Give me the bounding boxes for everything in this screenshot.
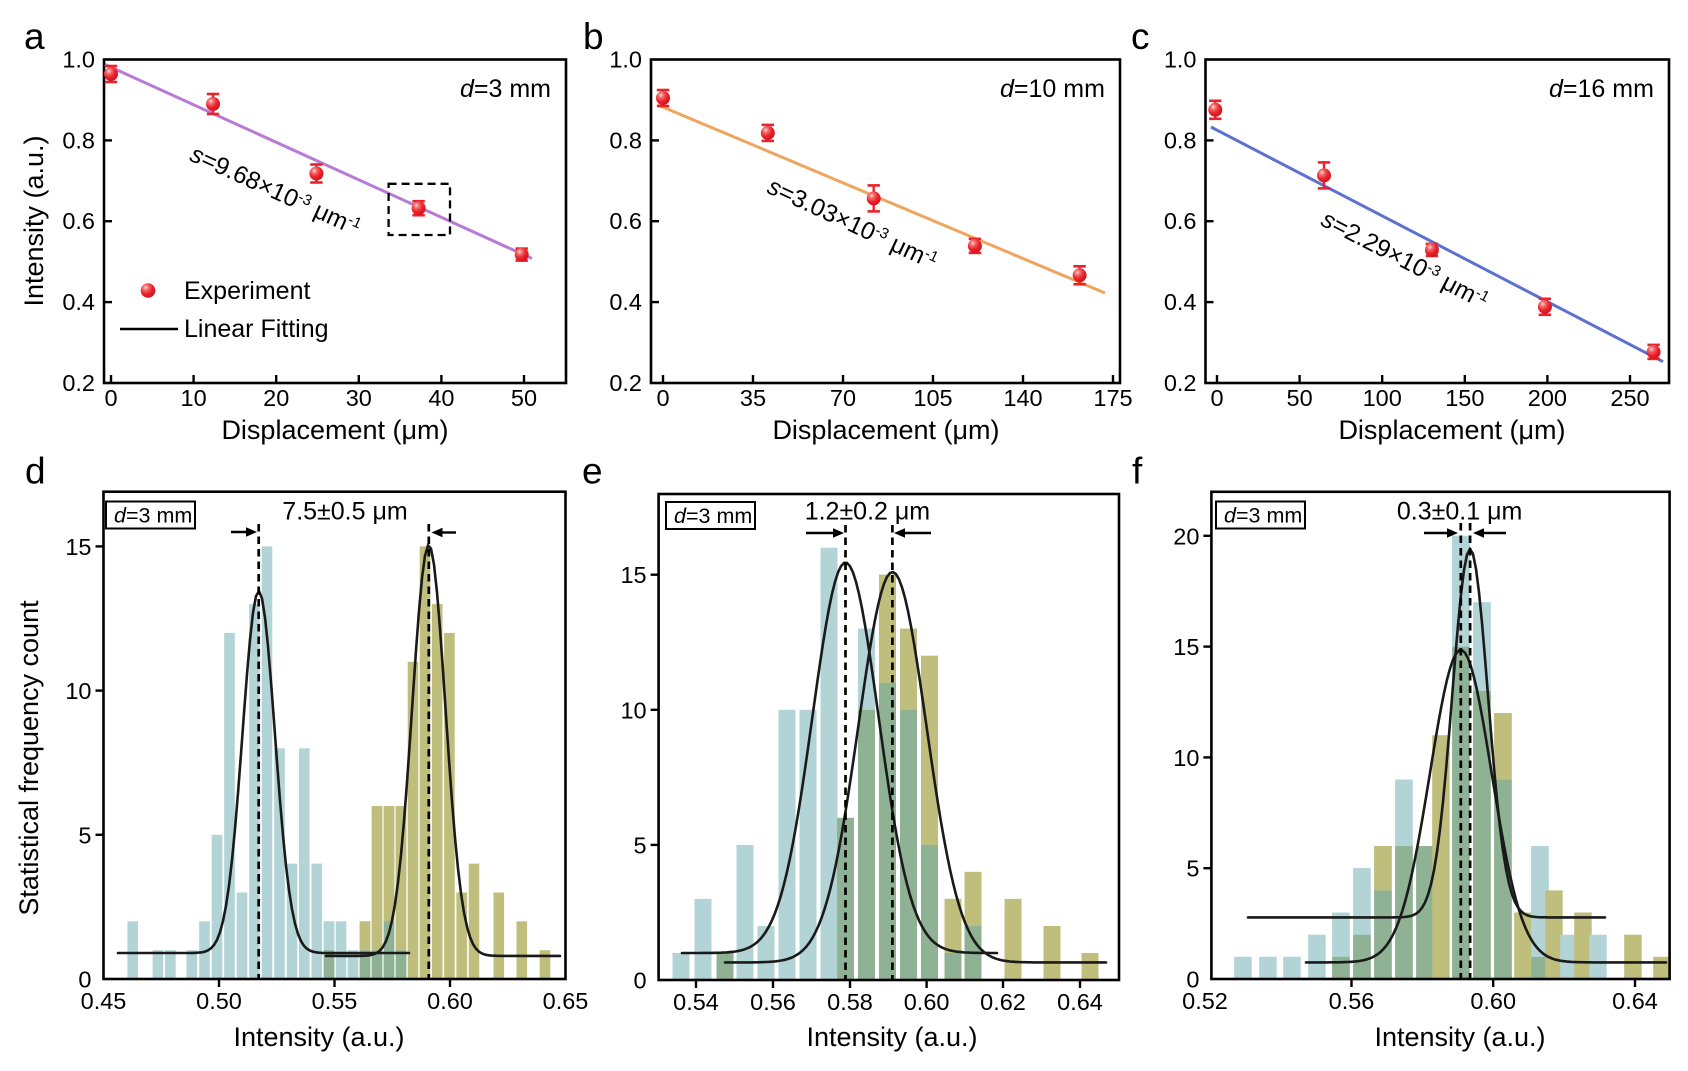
- svg-text:0.52: 0.52: [1182, 988, 1228, 1014]
- svg-text:50: 50: [1287, 385, 1313, 411]
- svg-text:0.55: 0.55: [312, 988, 358, 1014]
- svg-text:1.2±0.2 μm: 1.2±0.2 μm: [805, 498, 930, 526]
- svg-text:0.60: 0.60: [1470, 988, 1516, 1014]
- svg-text:Intensity (a.u.): Intensity (a.u.): [1374, 1022, 1545, 1052]
- svg-text:d=3 mm: d=3 mm: [1224, 504, 1302, 528]
- svg-text:0.64: 0.64: [1057, 989, 1103, 1015]
- svg-text:Experiment: Experiment: [184, 277, 310, 305]
- svg-text:1.0: 1.0: [62, 47, 95, 73]
- svg-text:10: 10: [181, 385, 207, 411]
- svg-text:Intensity (a.u.): Intensity (a.u.): [806, 1022, 977, 1052]
- svg-text:0.8: 0.8: [62, 127, 95, 153]
- svg-text:0.58: 0.58: [827, 989, 873, 1015]
- svg-text:d=3 mm: d=3 mm: [674, 504, 752, 528]
- svg-text:0.60: 0.60: [904, 989, 950, 1015]
- svg-text:Displacement (μm): Displacement (μm): [772, 415, 999, 445]
- svg-text:d: d: [25, 451, 46, 492]
- svg-text:s=9.68×10-3 μm-1: s=9.68×10-3 μm-1: [186, 141, 364, 242]
- svg-text:15: 15: [1173, 634, 1199, 660]
- svg-text:0.6: 0.6: [1164, 208, 1197, 234]
- svg-text:d=10 mm: d=10 mm: [1000, 75, 1105, 103]
- svg-text:0.65: 0.65: [543, 988, 589, 1014]
- svg-text:0.4: 0.4: [62, 289, 95, 315]
- svg-text:20: 20: [1173, 523, 1199, 549]
- svg-text:175: 175: [1093, 385, 1132, 411]
- svg-text:0.60: 0.60: [427, 988, 473, 1014]
- svg-text:70: 70: [830, 385, 856, 411]
- svg-text:30: 30: [346, 385, 372, 411]
- svg-text:s=3.03×10-3 μm-1: s=3.03×10-3 μm-1: [763, 173, 941, 275]
- svg-text:0: 0: [78, 967, 91, 993]
- svg-text:0: 0: [634, 968, 647, 994]
- svg-text:b: b: [583, 16, 604, 57]
- svg-text:0.45: 0.45: [81, 988, 127, 1014]
- svg-text:0.54: 0.54: [673, 989, 719, 1015]
- svg-text:140: 140: [1003, 385, 1042, 411]
- svg-text:0: 0: [1186, 967, 1199, 993]
- svg-text:40: 40: [428, 385, 454, 411]
- svg-text:1.0: 1.0: [609, 47, 642, 73]
- svg-text:0.2: 0.2: [62, 370, 95, 396]
- svg-text:0.2: 0.2: [1164, 370, 1197, 396]
- svg-text:5: 5: [78, 822, 91, 848]
- svg-text:10: 10: [1173, 745, 1199, 771]
- svg-text:e: e: [582, 451, 603, 492]
- svg-text:5: 5: [634, 832, 647, 858]
- svg-text:0.56: 0.56: [750, 989, 796, 1015]
- svg-text:0: 0: [656, 385, 669, 411]
- svg-text:0.56: 0.56: [1329, 988, 1375, 1014]
- svg-text:Statistical frequency count: Statistical frequency count: [14, 600, 44, 916]
- svg-text:0: 0: [104, 385, 117, 411]
- svg-text:10: 10: [65, 678, 91, 704]
- svg-text:0.50: 0.50: [196, 988, 242, 1014]
- svg-text:Displacement (μm): Displacement (μm): [1338, 415, 1565, 445]
- svg-text:Linear Fitting: Linear Fitting: [184, 315, 329, 343]
- svg-text:c: c: [1131, 16, 1150, 57]
- svg-text:1.0: 1.0: [1164, 47, 1197, 73]
- svg-text:f: f: [1132, 451, 1143, 492]
- svg-text:0.64: 0.64: [1612, 988, 1658, 1014]
- svg-text:0.8: 0.8: [609, 127, 642, 153]
- svg-text:0.4: 0.4: [609, 289, 642, 315]
- svg-text:15: 15: [620, 562, 646, 588]
- svg-text:200: 200: [1528, 385, 1567, 411]
- svg-text:20: 20: [263, 385, 289, 411]
- svg-text:0: 0: [1210, 385, 1223, 411]
- svg-text:250: 250: [1610, 385, 1649, 411]
- svg-text:7.5±0.5 μm: 7.5±0.5 μm: [282, 498, 407, 526]
- svg-text:5: 5: [1186, 856, 1199, 882]
- svg-text:10: 10: [620, 697, 646, 723]
- svg-text:0.3±0.1 μm: 0.3±0.1 μm: [1397, 498, 1522, 526]
- svg-text:35: 35: [740, 385, 766, 411]
- svg-text:105: 105: [913, 385, 952, 411]
- svg-text:Displacement (μm): Displacement (μm): [221, 415, 448, 445]
- svg-text:Intensity (a.u.): Intensity (a.u.): [233, 1022, 404, 1052]
- svg-text:d=16 mm: d=16 mm: [1549, 75, 1654, 103]
- svg-text:100: 100: [1363, 385, 1402, 411]
- svg-text:0.4: 0.4: [1164, 289, 1197, 315]
- svg-text:0.6: 0.6: [62, 208, 95, 234]
- svg-text:0.2: 0.2: [609, 370, 642, 396]
- svg-text:a: a: [24, 16, 45, 57]
- svg-text:d=3 mm: d=3 mm: [114, 504, 192, 528]
- svg-text:d=3 mm: d=3 mm: [460, 75, 551, 103]
- svg-text:Intensity (a.u.): Intensity (a.u.): [19, 135, 49, 306]
- svg-text:50: 50: [511, 385, 537, 411]
- svg-text:15: 15: [65, 534, 91, 560]
- svg-text:0.6: 0.6: [609, 208, 642, 234]
- svg-text:0.8: 0.8: [1164, 127, 1197, 153]
- svg-text:150: 150: [1445, 385, 1484, 411]
- svg-text:0.62: 0.62: [980, 989, 1026, 1015]
